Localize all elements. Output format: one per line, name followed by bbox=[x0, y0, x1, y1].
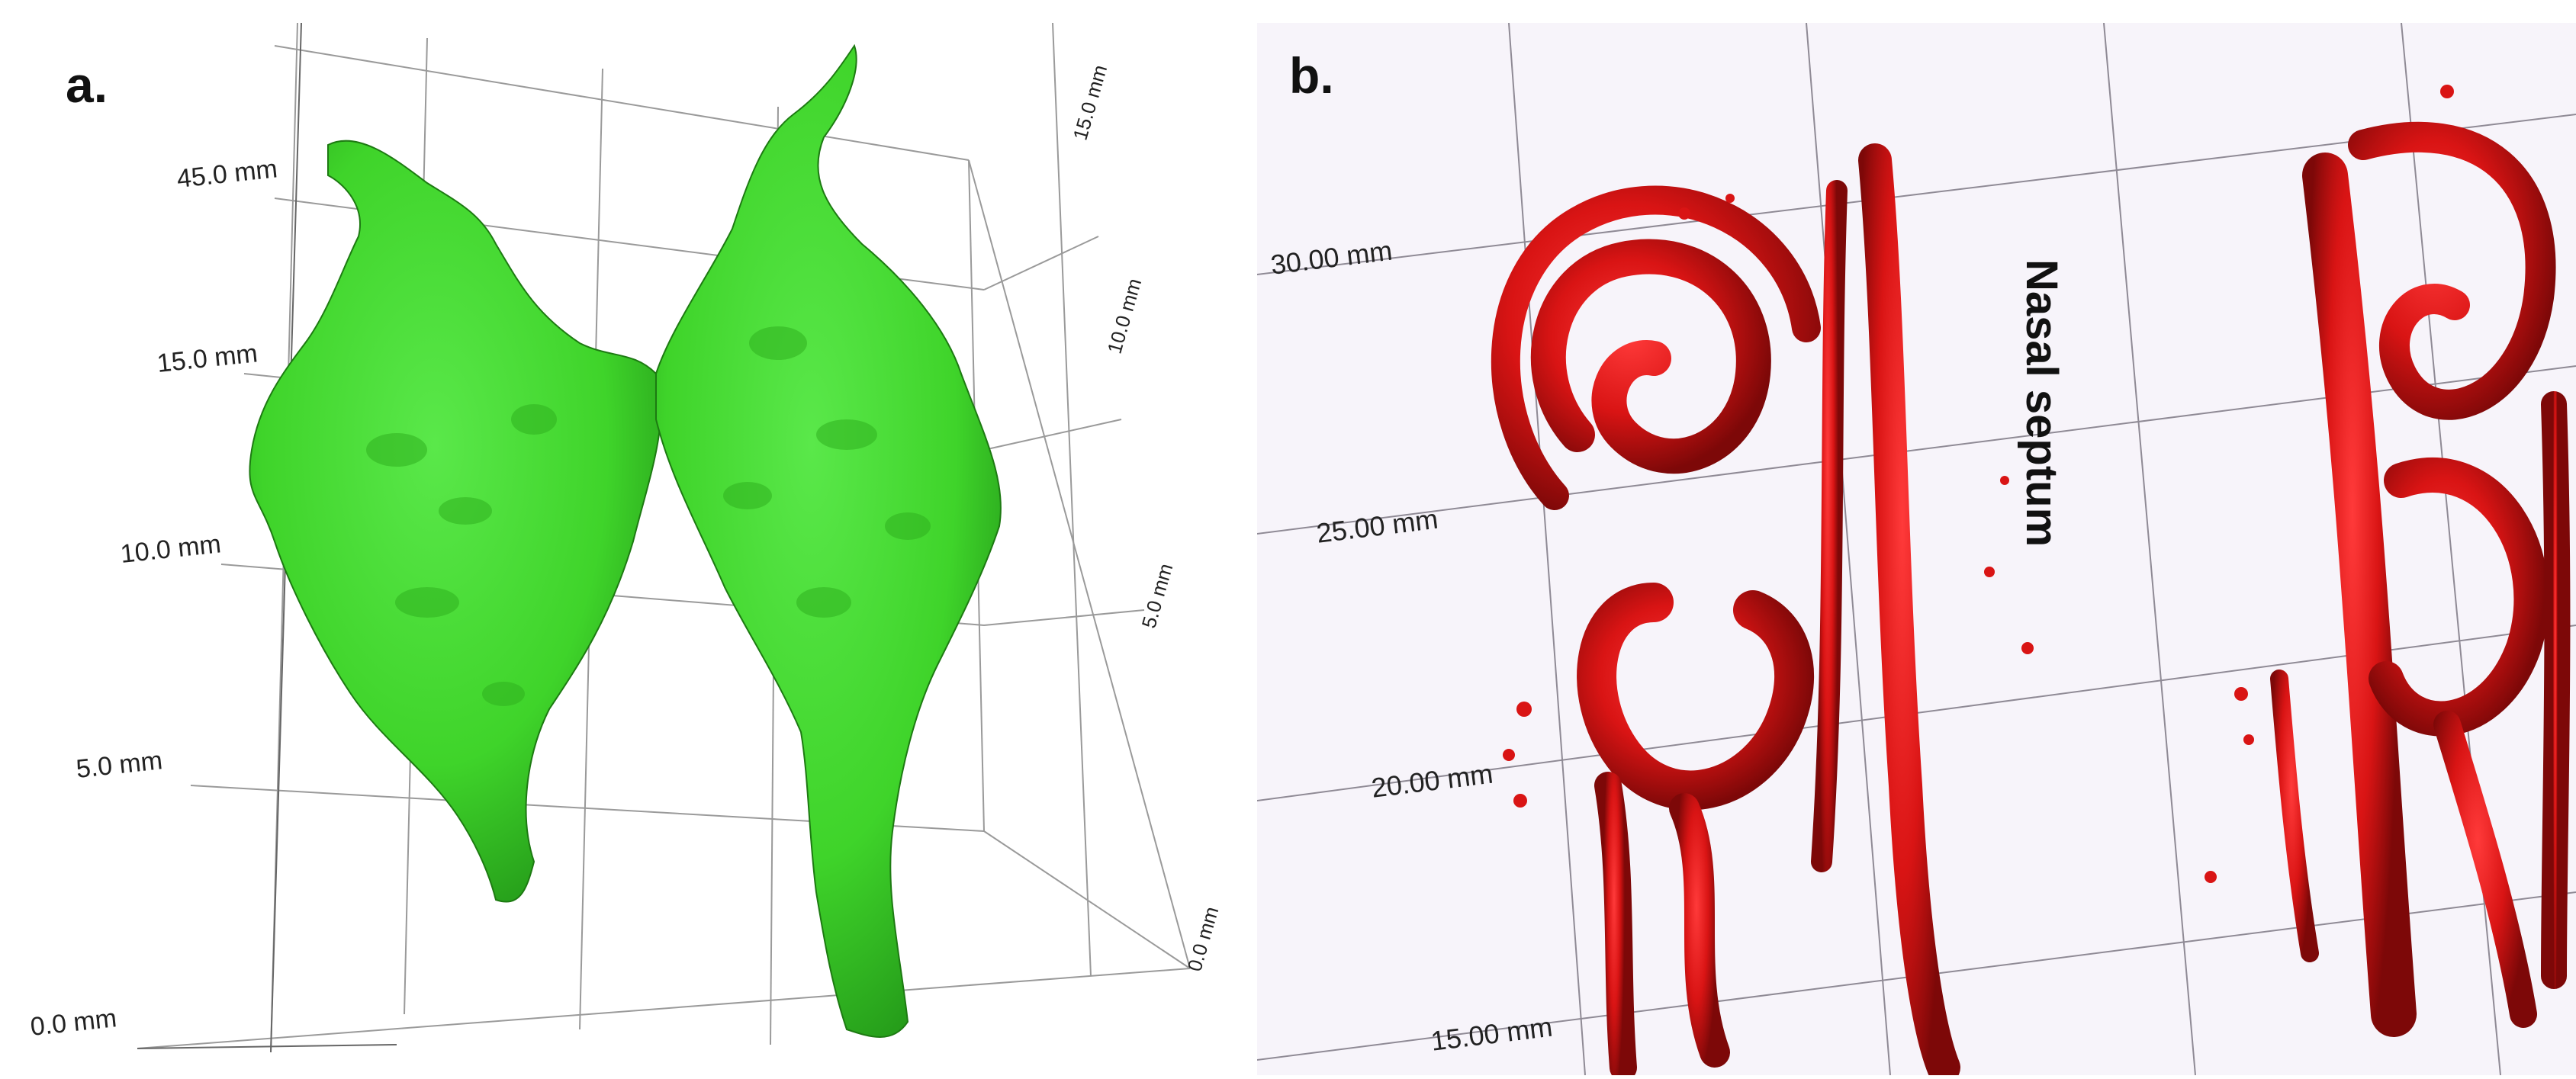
red-speckles bbox=[1503, 85, 2454, 883]
red-structure-left bbox=[1491, 143, 1960, 1075]
panel-a-render bbox=[137, 23, 1191, 1053]
panel-b: b. 30.00 mm 25.00 mm 20.00 mm 15.00 mm N… bbox=[1257, 23, 2576, 1075]
green-structure-right-lobe bbox=[655, 43, 1002, 1038]
panel-label-a: a. bbox=[66, 56, 108, 113]
green-texture bbox=[366, 326, 931, 706]
nasal-septum-label: Nasal septum bbox=[2017, 259, 2066, 548]
panel-label-b: b. bbox=[1289, 47, 1334, 104]
panel-b-render bbox=[1257, 23, 2576, 1075]
red-structure-right bbox=[2270, 121, 2571, 1037]
panel-a: a. 45.0 mm 15.0 mm 10.0 mm 5.0 mm 0.0 mm… bbox=[0, 23, 1228, 1075]
